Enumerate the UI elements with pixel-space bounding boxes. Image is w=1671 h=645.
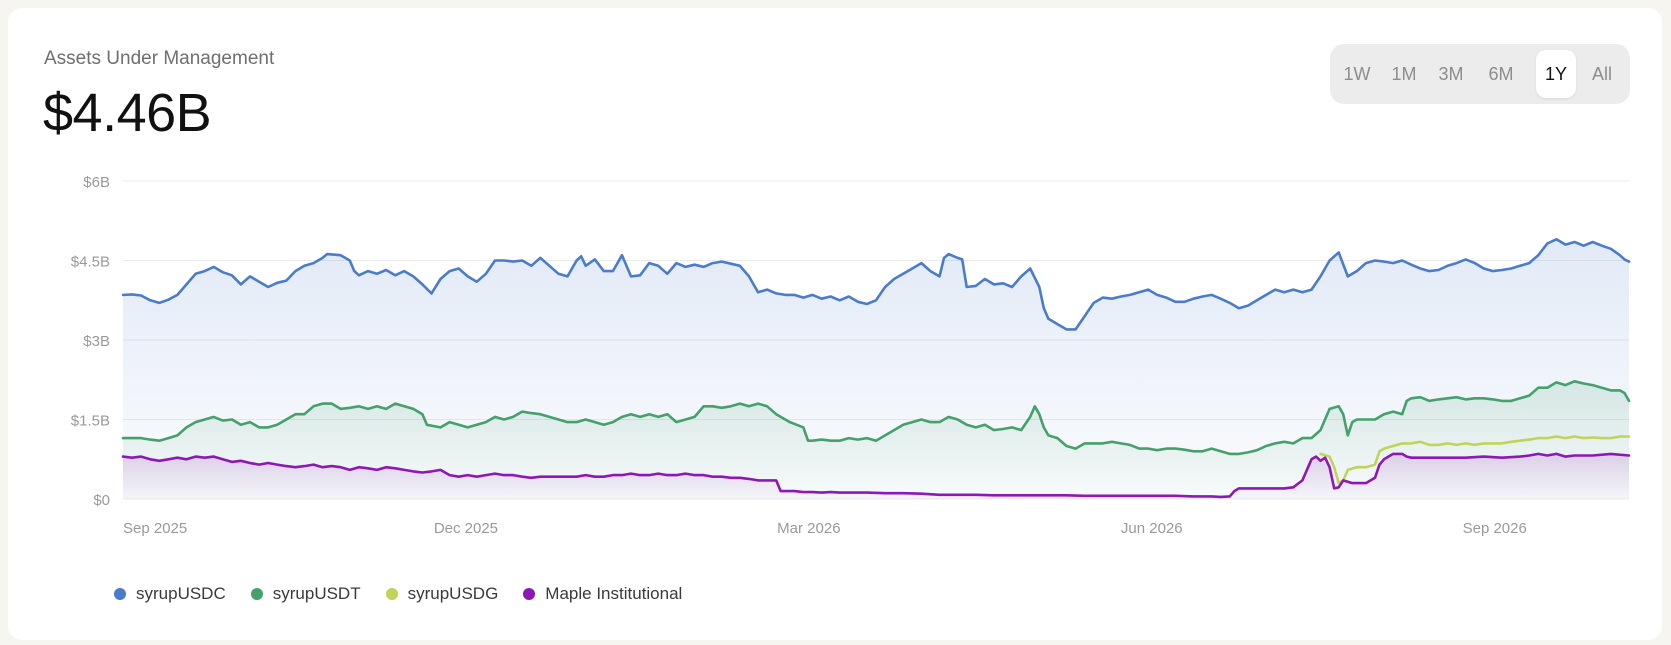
legend-item-syrupusdg[interactable]: syrupUSDG <box>385 584 499 604</box>
series-line-syrupusdg <box>1319 435 1631 485</box>
y-tick-label: $0 <box>93 492 110 509</box>
x-axis-ticks: Sep 2025 Dec 2025 Mar 2026 Jun 2026 Sep 2026 <box>123 520 1527 537</box>
x-tick-label: Jun 2026 <box>1121 520 1183 537</box>
y-axis-ticks: $0 $1.5B $3B $4.5B $6B <box>71 174 110 509</box>
legend-label-syrupusdc: syrupUSDC <box>136 584 226 603</box>
legend-dot-syrupusdt <box>250 588 263 600</box>
time-range-selector: 1W 1M 3M 6M 1Y All <box>1330 44 1630 104</box>
legend-label-maple-institutional: Maple Institutional <box>545 584 683 603</box>
series-areas <box>123 239 1629 500</box>
series-area-syrupusdt <box>123 381 1629 499</box>
x-tick-label: Sep 2025 <box>123 520 187 537</box>
series-lines <box>121 238 1631 499</box>
range-1m-button[interactable]: 1M <box>1391 64 1417 84</box>
x-tick-label: Sep 2026 <box>1463 520 1527 537</box>
y-tick-label: $6B <box>83 174 110 191</box>
range-1w-button[interactable]: 1W <box>1343 64 1371 84</box>
series-line-syrupusdt <box>121 380 1631 456</box>
range-all-button[interactable]: All <box>1591 64 1612 84</box>
legend-item-syrupusdc[interactable]: syrupUSDC <box>114 584 226 604</box>
aum-value: $4.46B <box>43 83 212 143</box>
range-6m-button[interactable]: 6M <box>1488 64 1514 84</box>
series-line-maple-institutional <box>121 452 1631 499</box>
x-tick-label: Dec 2025 <box>434 520 498 537</box>
legend-dot-syrupusdc <box>114 588 126 600</box>
legend-dot-syrupusdg <box>385 588 398 600</box>
legend-label-syrupusdg: syrupUSDG <box>407 584 499 603</box>
range-3m-button[interactable]: 3M <box>1438 64 1464 84</box>
y-tick-label: $1.5B <box>71 413 110 430</box>
legend-item-syrupusdt[interactable]: syrupUSDT <box>250 584 361 604</box>
x-tick-label: Mar 2026 <box>777 520 840 537</box>
series-area-maple-institutional <box>123 453 1629 499</box>
chart-legend: syrupUSDC syrupUSDT syrupUSDG Maple Inst… <box>114 583 707 605</box>
y-tick-label: $4.5B <box>71 254 110 271</box>
legend-dot-maple-institutional <box>523 588 536 600</box>
y-tick-label: $3B <box>83 333 110 350</box>
legend-item-maple-institutional[interactable]: Maple Institutional <box>523 584 682 604</box>
range-1y-button[interactable]: 1Y <box>1536 50 1576 98</box>
legend-label-syrupusdt: syrupUSDT <box>272 584 361 603</box>
aum-label: Assets Under Management <box>44 48 275 69</box>
series-line-syrupusdc <box>121 238 1631 331</box>
